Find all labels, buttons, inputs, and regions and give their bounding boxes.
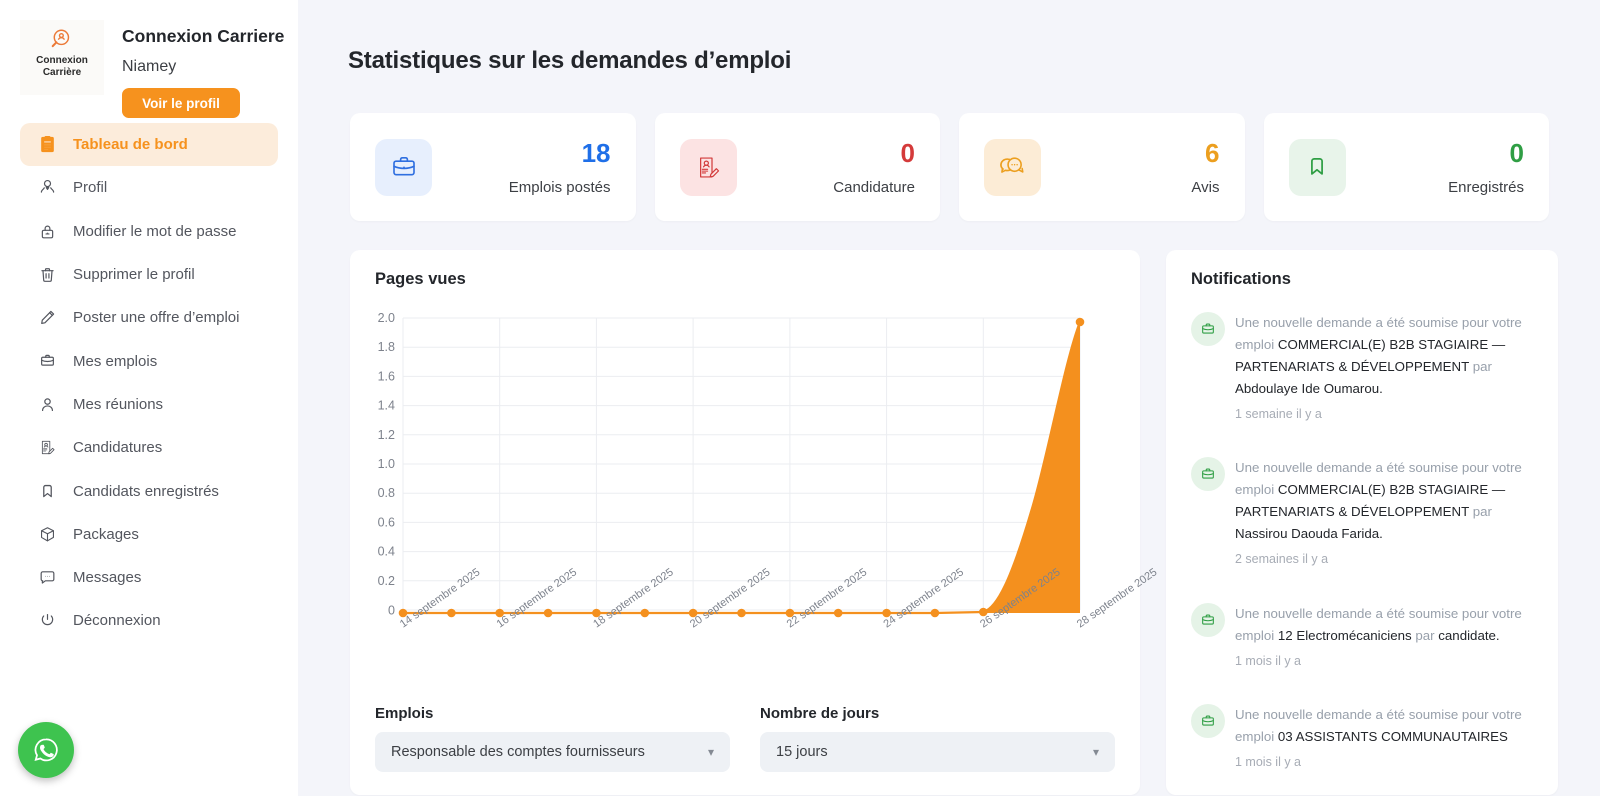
svg-text:14 septembre 2025: 14 septembre 2025 (398, 566, 483, 630)
svg-text:1.0: 1.0 (378, 457, 395, 471)
svg-text:1.2: 1.2 (378, 428, 395, 442)
svg-text:28 septembre 2025: 28 septembre 2025 (1075, 566, 1160, 630)
svg-text:1.8: 1.8 (378, 340, 395, 354)
svg-text:16 septembre 2025: 16 septembre 2025 (495, 566, 580, 630)
svg-text:0.6: 0.6 (378, 515, 395, 529)
svg-text:20 septembre 2025: 20 septembre 2025 (688, 566, 773, 630)
svg-text:0.8: 0.8 (378, 486, 395, 500)
svg-text:18 septembre 2025: 18 septembre 2025 (591, 566, 676, 630)
svg-text:1.6: 1.6 (378, 369, 395, 383)
svg-text:0.4: 0.4 (378, 545, 395, 559)
svg-text:24 septembre 2025: 24 septembre 2025 (881, 566, 966, 630)
svg-text:0.2: 0.2 (378, 574, 395, 588)
svg-text:0: 0 (388, 604, 395, 618)
svg-text:1.4: 1.4 (378, 399, 395, 413)
svg-text:2.0: 2.0 (378, 311, 395, 325)
svg-text:22 septembre 2025: 22 septembre 2025 (785, 566, 870, 630)
